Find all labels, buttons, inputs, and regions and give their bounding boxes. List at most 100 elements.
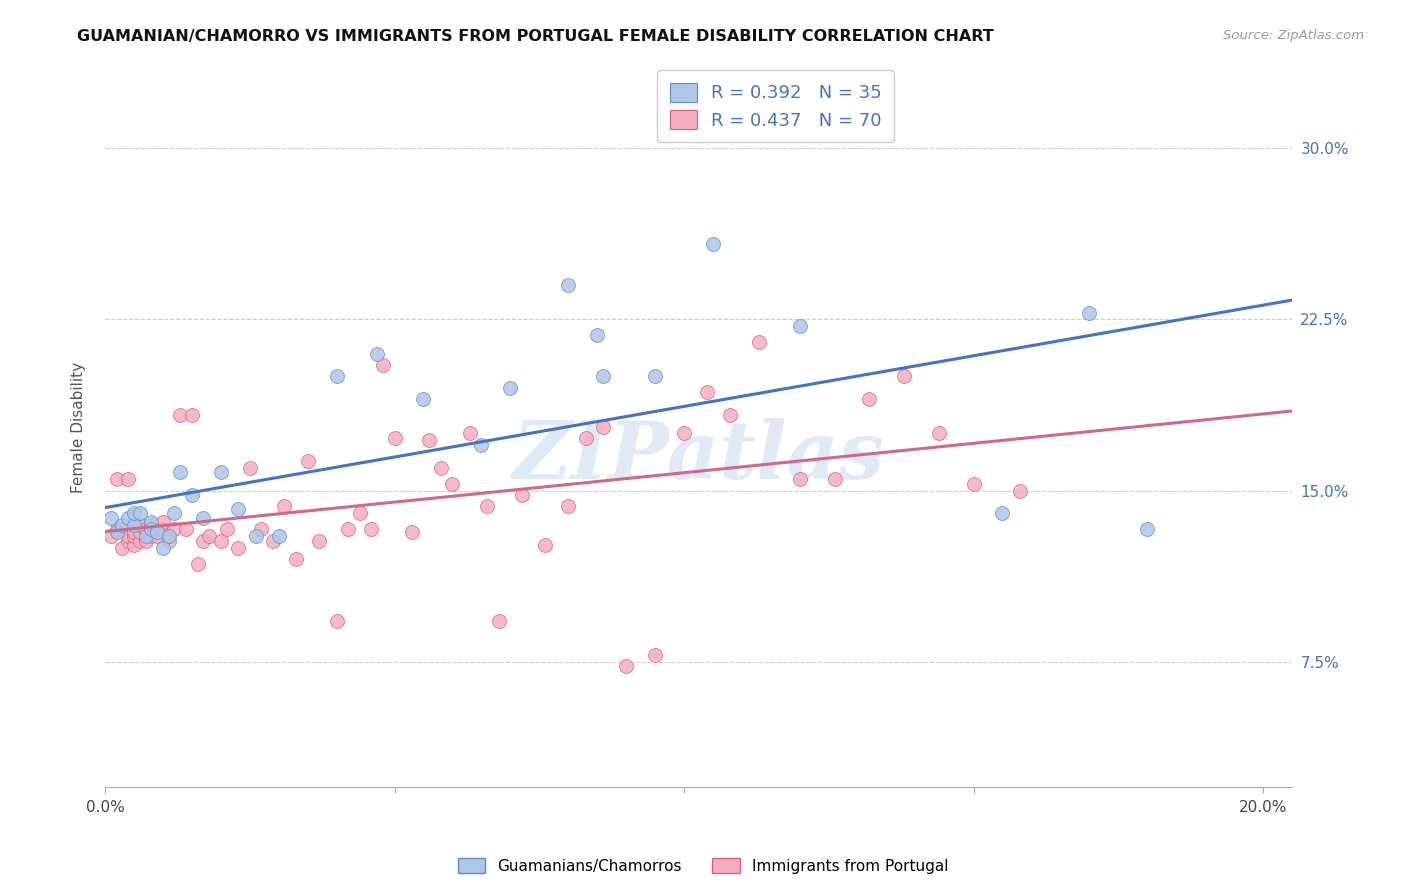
Point (592, 419, 614, 434)
Point (893, 369, 915, 384)
Point (152, 541, 174, 555)
Point (789, 319, 811, 334)
Point (574, 431, 596, 445)
Point (1008, 483, 1031, 498)
Point (122, 538, 145, 552)
Point (105, 472, 128, 486)
Point (141, 517, 163, 532)
Point (418, 434, 440, 448)
Point (105, 522, 128, 536)
Point (128, 533, 150, 548)
Point (458, 426, 481, 441)
Point (696, 385, 718, 400)
Point (644, 648, 666, 662)
Point (187, 557, 209, 571)
Point (111, 517, 134, 532)
Point (169, 465, 191, 479)
Point (991, 506, 1014, 520)
Point (193, 511, 215, 525)
Point (401, 524, 423, 539)
Point (100, 529, 122, 543)
Point (122, 517, 145, 532)
Point (285, 552, 308, 566)
Legend: R = 0.392   N = 35, R = 0.437   N = 70: R = 0.392 N = 35, R = 0.437 N = 70 (657, 70, 894, 143)
Point (702, 237, 724, 252)
Point (128, 524, 150, 539)
Point (928, 426, 950, 441)
Point (1136, 522, 1159, 536)
Point (122, 524, 145, 539)
Point (789, 472, 811, 486)
Text: Source: ZipAtlas.com: Source: ZipAtlas.com (1223, 29, 1364, 42)
Point (371, 358, 394, 372)
Point (250, 522, 273, 536)
Point (475, 500, 498, 514)
Point (308, 533, 330, 548)
Point (557, 500, 579, 514)
Point (117, 529, 139, 543)
Point (962, 476, 984, 491)
Point (644, 369, 666, 384)
Point (592, 369, 614, 384)
Point (226, 541, 249, 555)
Point (141, 522, 163, 536)
Point (141, 516, 163, 530)
Point (105, 524, 128, 539)
Point (1078, 305, 1101, 319)
Text: ZIPatlas: ZIPatlas (512, 417, 884, 495)
Point (586, 328, 609, 343)
Point (152, 516, 174, 530)
Point (441, 476, 464, 491)
Point (117, 472, 139, 486)
Point (174, 522, 197, 536)
Point (198, 529, 221, 543)
Point (470, 438, 492, 452)
Point (180, 409, 202, 423)
Point (226, 501, 249, 516)
Point (557, 278, 579, 293)
Point (193, 533, 215, 548)
Point (152, 522, 174, 536)
Point (824, 472, 846, 486)
Point (488, 614, 510, 628)
Point (111, 522, 134, 536)
Point (325, 369, 347, 384)
Point (267, 529, 290, 543)
Point (748, 335, 770, 350)
Point (180, 488, 202, 502)
Point (430, 460, 453, 475)
Point (360, 522, 382, 536)
Point (499, 381, 522, 395)
Point (209, 465, 232, 479)
Point (146, 524, 169, 539)
Point (117, 533, 139, 548)
Point (163, 506, 186, 520)
Point (122, 529, 145, 543)
Point (100, 511, 122, 525)
Point (111, 541, 134, 555)
Point (169, 409, 191, 423)
Point (128, 517, 150, 532)
Point (239, 460, 262, 475)
Legend: Guamanians/Chamorros, Immigrants from Portugal: Guamanians/Chamorros, Immigrants from Po… (451, 852, 955, 880)
Point (510, 488, 533, 502)
Point (349, 506, 371, 520)
Point (297, 454, 319, 468)
Point (384, 431, 406, 445)
Point (262, 533, 284, 548)
Point (337, 522, 360, 536)
Point (157, 533, 180, 548)
Text: GUAMANIAN/CHAMORRO VS IMMIGRANTS FROM PORTUGAL FEMALE DISABILITY CORRELATION CHA: GUAMANIAN/CHAMORRO VS IMMIGRANTS FROM PO… (77, 29, 994, 44)
Point (858, 392, 880, 407)
Point (135, 529, 157, 543)
Point (157, 529, 180, 543)
Point (718, 409, 741, 423)
Point (215, 522, 238, 536)
Point (135, 522, 157, 536)
Point (122, 506, 145, 520)
Point (325, 614, 347, 628)
Point (366, 346, 388, 360)
Point (273, 500, 295, 514)
Point (117, 511, 139, 525)
Y-axis label: Female Disability: Female Disability (72, 362, 86, 493)
